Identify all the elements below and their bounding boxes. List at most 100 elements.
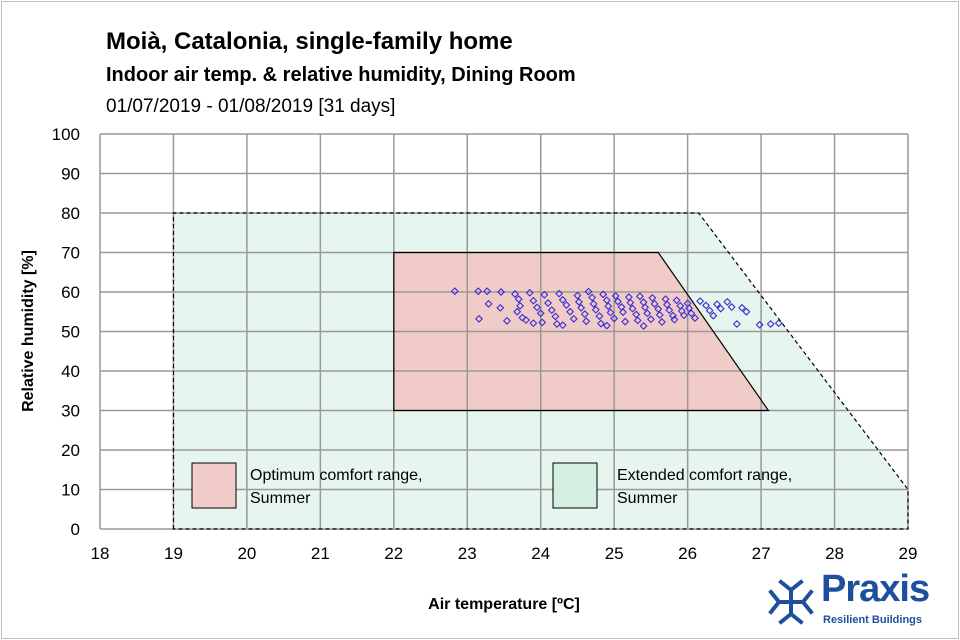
data-point [641, 303, 650, 312]
data-point [484, 299, 493, 308]
data-point [547, 306, 556, 315]
data-point [580, 310, 589, 319]
data-point [496, 303, 505, 312]
chart-subtitle: Indoor air temp. & relative humidity, Di… [106, 64, 576, 86]
data-point [654, 305, 663, 313]
data-point [626, 298, 635, 307]
y-tick-label: 50 [61, 323, 80, 342]
praxis-logo-wordmark: Praxis [821, 568, 930, 610]
data-point [657, 318, 666, 326]
x-tick-label: 22 [384, 544, 403, 563]
data-point [632, 310, 641, 319]
data-point [551, 312, 560, 321]
data-point [738, 303, 746, 312]
y-axis-label: Relative humidity [%] [20, 250, 37, 412]
data-point [727, 303, 736, 311]
x-tick-label: 21 [311, 544, 330, 563]
data-point [450, 287, 459, 296]
legend-label-optimum-line1: Optimum comfort range, [250, 467, 423, 484]
data-point [483, 287, 492, 296]
data-point [502, 316, 511, 325]
data-point [584, 287, 593, 296]
x-tick-label: 26 [678, 544, 697, 563]
data-point [663, 300, 672, 309]
data-point [474, 287, 483, 296]
data-point [650, 299, 659, 308]
y-tick-label: 80 [61, 204, 80, 223]
data-point [702, 301, 710, 310]
data-point [516, 301, 525, 310]
data-point [536, 309, 545, 318]
data-point [533, 303, 542, 312]
data-point [742, 307, 751, 316]
y-tick-label: 20 [61, 441, 80, 460]
data-point [596, 319, 605, 328]
region-border-1 [393, 251, 770, 412]
data-point [602, 296, 611, 305]
data-point [665, 306, 674, 315]
data-point [648, 293, 657, 302]
data-point [685, 304, 694, 313]
data-point [538, 318, 547, 327]
data-point [562, 301, 571, 310]
data-point [670, 315, 679, 324]
y-tick-label: 30 [61, 402, 80, 421]
x-tick-label: 29 [899, 544, 918, 563]
data-point [518, 313, 527, 322]
data-point [511, 289, 519, 298]
data-point [774, 319, 783, 328]
x-tick-label: 19 [164, 544, 183, 563]
data-point [635, 292, 644, 301]
data-point [723, 297, 732, 306]
x-tick-label: 24 [531, 544, 550, 563]
data-point [606, 308, 615, 317]
data-point [555, 289, 564, 298]
praxis-logo: Praxis Resilient Buildings [765, 568, 945, 630]
data-point [525, 288, 534, 297]
data-point [589, 299, 598, 308]
legend-label-optimum-line2: Summer [250, 490, 311, 507]
chart-title: Moià, Catalonia, single-family home [106, 28, 513, 55]
data-point [588, 293, 597, 302]
data-point [621, 317, 630, 326]
data-point [679, 311, 688, 320]
data-point [619, 308, 627, 317]
data-point [595, 312, 604, 321]
y-tick-label: 60 [61, 283, 80, 302]
praxis-logo-tagline: Resilient Buildings [823, 614, 923, 626]
y-tick-label: 90 [61, 165, 80, 184]
data-point [529, 296, 538, 305]
y-tick-label: 40 [61, 362, 80, 381]
data-point [633, 316, 642, 325]
data-point [696, 297, 705, 306]
data-point [613, 297, 622, 306]
x-tick-label: 20 [237, 544, 256, 563]
data-point [639, 321, 648, 330]
data-point [732, 320, 741, 328]
data-point [713, 300, 721, 309]
x-axis-label: Air temperature [ºC] [428, 596, 580, 613]
data-point [558, 321, 567, 330]
legend-label-extended-line1: Extended comfort range, [617, 467, 792, 484]
data-point [544, 299, 553, 308]
data-point [705, 306, 714, 315]
x-tick-label: 28 [825, 544, 844, 563]
x-tick-label: 25 [605, 544, 624, 563]
data-point [604, 302, 613, 311]
data-point [591, 305, 600, 314]
data-point [716, 304, 725, 313]
data-point [514, 295, 523, 304]
data-point [672, 296, 681, 305]
legend-label-extended-line2: Summer [617, 490, 678, 507]
data-point [582, 317, 591, 326]
data-point [646, 315, 655, 324]
x-tick-label: 23 [458, 544, 477, 563]
data-point [610, 314, 619, 323]
data-point [643, 309, 652, 318]
data-point [569, 314, 578, 323]
data-point [628, 304, 637, 313]
data-point [755, 320, 764, 329]
data-point [709, 311, 718, 320]
